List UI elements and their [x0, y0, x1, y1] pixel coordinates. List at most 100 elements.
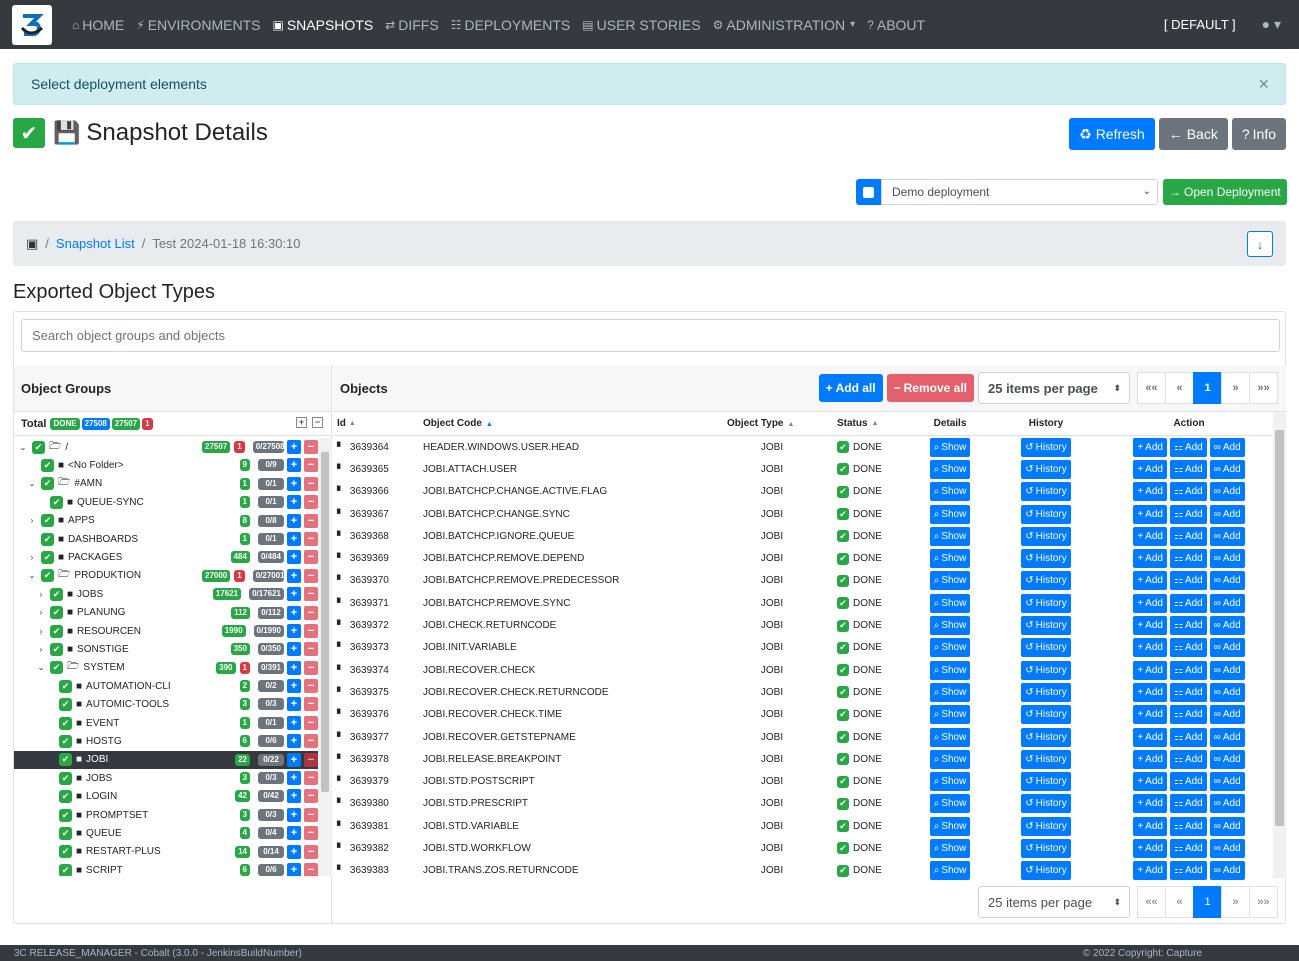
add-recursive-button[interactable]: ∞ Add — [1209, 682, 1245, 702]
add-group-button[interactable]: + — [287, 550, 301, 565]
chevron-icon[interactable]: ⌄ — [28, 571, 36, 581]
remove-group-button[interactable]: − — [304, 752, 318, 767]
user-icon[interactable]: ● ▾ — [1261, 16, 1281, 32]
add-button[interactable]: + Add — [1133, 816, 1167, 836]
remove-all-button[interactable]: − Remove all — [886, 374, 974, 402]
add-with-dependencies-button[interactable]: ⚏ Add — [1169, 682, 1207, 702]
search-input[interactable]: Search object groups and objects — [21, 319, 1280, 352]
check-icon[interactable]: ✔ — [59, 698, 72, 712]
col-type[interactable]: Object Type ▲ — [727, 418, 837, 429]
check-icon[interactable]: ✔ — [50, 606, 63, 620]
remove-group-button[interactable]: − — [304, 697, 318, 712]
check-icon[interactable]: ✔ — [59, 826, 72, 840]
show-button[interactable]: ⌕ Show — [929, 571, 971, 591]
add-recursive-button[interactable]: ∞ Add — [1209, 616, 1245, 636]
check-icon[interactable]: ✔ — [59, 734, 72, 748]
add-group-button[interactable]: + — [287, 587, 301, 602]
check-icon[interactable]: ✔ — [59, 716, 72, 730]
remove-group-button[interactable]: − — [304, 807, 318, 822]
remove-group-button[interactable]: − — [304, 458, 318, 473]
show-button[interactable]: ⌕ Show — [929, 682, 971, 702]
col-code[interactable]: Object Code ▲ — [423, 418, 727, 429]
add-with-dependencies-button[interactable]: ⚏ Add — [1169, 459, 1207, 479]
add-button[interactable]: + Add — [1133, 549, 1167, 569]
remove-group-button[interactable]: − — [304, 771, 318, 786]
add-recursive-button[interactable]: ∞ Add — [1209, 504, 1245, 524]
remove-group-button[interactable]: − — [304, 476, 318, 491]
info-button[interactable]: ? Info — [1231, 118, 1286, 150]
history-button[interactable]: ↺ History — [1021, 459, 1071, 479]
add-with-dependencies-button[interactable]: ⚏ Add — [1169, 549, 1207, 569]
add-recursive-button[interactable]: ∞ Add — [1209, 772, 1245, 792]
add-group-button[interactable]: + — [287, 440, 301, 454]
add-button[interactable]: + Add — [1133, 482, 1167, 502]
chevron-icon[interactable]: ⌄ — [37, 663, 45, 673]
history-button[interactable]: ↺ History — [1021, 437, 1071, 457]
expand-all-icon[interactable]: + — [296, 417, 307, 428]
add-recursive-button[interactable]: ∞ Add — [1209, 549, 1245, 569]
per-page-select[interactable]: 25 items per page ⬍ — [978, 372, 1130, 404]
add-with-dependencies-button[interactable]: ⚏ Add — [1169, 838, 1207, 858]
add-recursive-button[interactable]: ∞ Add — [1209, 638, 1245, 658]
chevron-icon[interactable]: ⌄ — [28, 479, 36, 489]
check-icon[interactable]: ✔ — [59, 808, 72, 822]
history-button[interactable]: ↺ History — [1021, 549, 1071, 569]
add-group-button[interactable]: + — [287, 642, 301, 657]
show-button[interactable]: ⌕ Show — [929, 549, 971, 569]
add-recursive-button[interactable]: ∞ Add — [1209, 660, 1245, 680]
add-recursive-button[interactable]: ∞ Add — [1209, 593, 1245, 613]
add-button[interactable]: + Add — [1133, 638, 1167, 658]
check-icon[interactable]: ✔ — [50, 642, 63, 656]
history-button[interactable]: ↺ History — [1021, 526, 1071, 546]
nav-snapshots[interactable]: ▣ SNAPSHOTS — [272, 17, 373, 33]
last-page-button[interactable]: »» — [1249, 886, 1278, 918]
check-icon[interactable]: ✔ — [41, 459, 54, 473]
show-button[interactable]: ⌕ Show — [929, 861, 971, 881]
add-all-button[interactable]: + Add all — [818, 374, 883, 402]
history-button[interactable]: ↺ History — [1021, 593, 1071, 613]
deployment-select[interactable]: Demo deployment ⌄ — [881, 179, 1158, 205]
history-button[interactable]: ↺ History — [1021, 749, 1071, 769]
history-button[interactable]: ↺ History — [1021, 816, 1071, 836]
refresh-button[interactable]: ♻ Refresh — [1069, 118, 1155, 150]
add-with-dependencies-button[interactable]: ⚏ Add — [1169, 571, 1207, 591]
col-id[interactable]: Id ▲ — [333, 418, 423, 429]
show-button[interactable]: ⌕ Show — [929, 616, 971, 636]
tree-row[interactable]: ⌄ ✔ 🗁 PRODUKTION 27000 1 0/27001 + − — [14, 567, 318, 585]
tree-row[interactable]: ✔ ■ <No Folder> 9 0/9 + − — [14, 456, 318, 474]
add-button[interactable]: + Add — [1133, 794, 1167, 814]
add-recursive-button[interactable]: ∞ Add — [1209, 794, 1245, 814]
nav-diffs[interactable]: ⇄ DIFFS — [385, 17, 439, 33]
tree-row[interactable]: ✔ ■ AUTOMIC-TOOLS 3 0/3 + − — [14, 695, 318, 713]
add-recursive-button[interactable]: ∞ Add — [1209, 526, 1245, 546]
add-button[interactable]: + Add — [1133, 571, 1167, 591]
add-button[interactable]: + Add — [1133, 437, 1167, 457]
show-button[interactable]: ⌕ Show — [929, 705, 971, 725]
add-with-dependencies-button[interactable]: ⚏ Add — [1169, 727, 1207, 747]
history-button[interactable]: ↺ History — [1021, 772, 1071, 792]
show-button[interactable]: ⌕ Show — [929, 838, 971, 858]
add-group-button[interactable]: + — [287, 513, 301, 528]
history-button[interactable]: ↺ History — [1021, 571, 1071, 591]
add-button[interactable]: + Add — [1133, 838, 1167, 858]
remove-group-button[interactable]: − — [304, 826, 318, 841]
remove-group-button[interactable]: − — [304, 679, 318, 694]
history-button[interactable]: ↺ History — [1021, 638, 1071, 658]
chevron-icon[interactable]: › — [39, 626, 43, 636]
show-button[interactable]: ⌕ Show — [929, 816, 971, 836]
check-icon[interactable]: ✔ — [41, 532, 54, 546]
tree-row[interactable]: ✔ ■ SCRIPT 6 0/6 + − — [14, 861, 318, 876]
add-recursive-button[interactable]: ∞ Add — [1209, 705, 1245, 725]
tree-row[interactable]: ⌄ ✔ 🗁 #AMN 1 0/1 + − — [14, 475, 318, 493]
check-icon[interactable]: ✔ — [59, 845, 72, 859]
first-page-button[interactable]: «« — [1137, 372, 1166, 404]
tree-row[interactable]: ✔ ■ LOGIN 42 0/42 + − — [14, 787, 318, 805]
add-group-button[interactable]: + — [287, 771, 301, 786]
history-button[interactable]: ↺ History — [1021, 705, 1071, 725]
col-status[interactable]: Status ▲ — [837, 418, 913, 429]
table-scrollbar[interactable] — [1273, 412, 1286, 878]
remove-group-button[interactable]: − — [304, 568, 318, 583]
add-button[interactable]: + Add — [1133, 682, 1167, 702]
add-button[interactable]: + Add — [1133, 504, 1167, 524]
chevron-icon[interactable]: › — [30, 516, 34, 526]
